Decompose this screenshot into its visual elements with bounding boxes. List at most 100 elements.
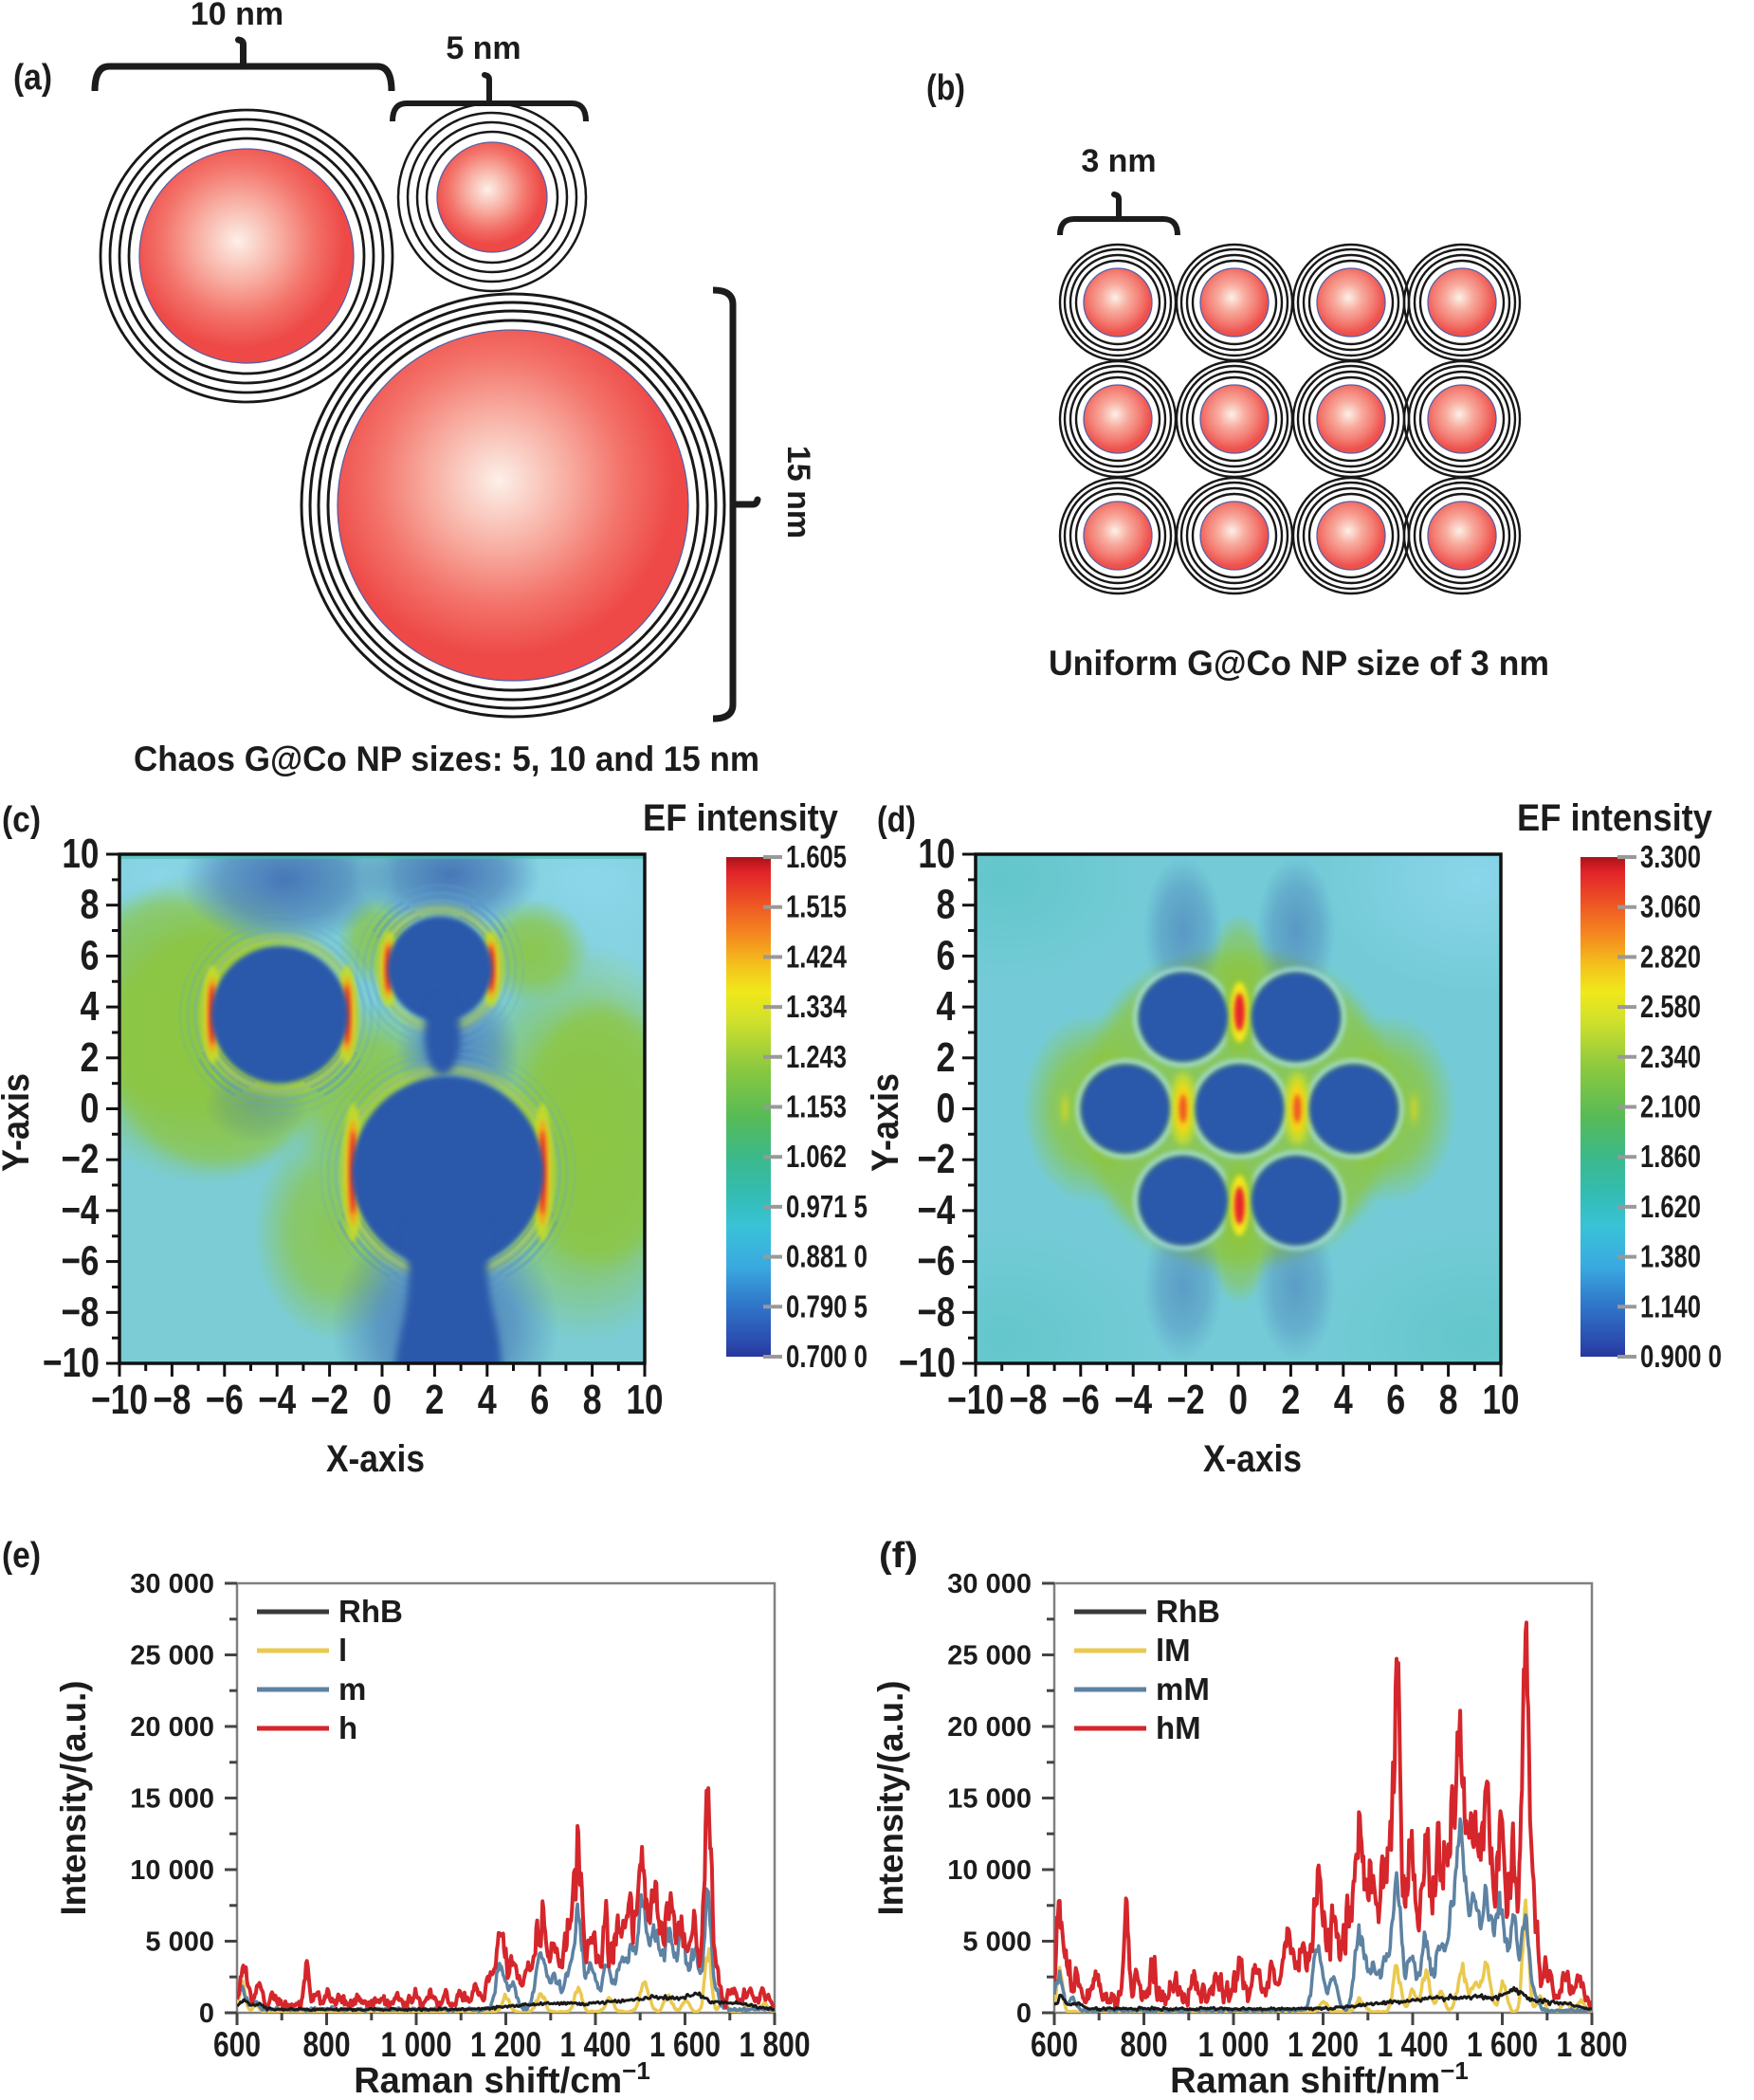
svg-text:0: 0 xyxy=(199,1999,214,2029)
svg-text:0: 0 xyxy=(936,1086,955,1132)
svg-text:(a): (a) xyxy=(13,58,52,98)
svg-text:Raman shift/cm−1: Raman shift/cm−1 xyxy=(354,2056,650,2095)
svg-text:lM: lM xyxy=(1156,1633,1191,1668)
svg-text:−2: −2 xyxy=(311,1377,349,1423)
svg-text:2.100: 2.100 xyxy=(1640,1089,1701,1124)
svg-text:10 nm: 10 nm xyxy=(191,0,283,32)
svg-text:8: 8 xyxy=(1439,1377,1458,1423)
svg-text:10: 10 xyxy=(627,1377,664,1423)
svg-text:1.140: 1.140 xyxy=(1640,1288,1701,1324)
svg-text:EF intensity: EF intensity xyxy=(643,797,839,839)
svg-text:25 000: 25 000 xyxy=(130,1641,214,1671)
svg-text:10: 10 xyxy=(62,831,99,877)
svg-text:−10: −10 xyxy=(43,1340,100,1386)
svg-text:Y-axis: Y-axis xyxy=(0,1073,37,1172)
svg-text:8: 8 xyxy=(583,1377,602,1423)
svg-text:0.790 5: 0.790 5 xyxy=(786,1288,868,1324)
svg-text:Intensity/(a.u.): Intensity/(a.u.) xyxy=(54,1681,93,1916)
svg-text:1 800: 1 800 xyxy=(1557,2025,1628,2064)
svg-text:4: 4 xyxy=(80,983,99,1030)
svg-text:(e): (e) xyxy=(2,1536,41,1576)
svg-text:−8: −8 xyxy=(61,1288,99,1335)
svg-text:0.700 0: 0.700 0 xyxy=(786,1339,868,1374)
svg-text:1.515: 1.515 xyxy=(786,889,847,924)
svg-text:600: 600 xyxy=(213,2025,261,2064)
svg-text:0.900 0: 0.900 0 xyxy=(1640,1339,1722,1374)
svg-text:X-axis: X-axis xyxy=(1203,1438,1302,1480)
svg-text:0: 0 xyxy=(373,1377,392,1423)
svg-text:1 000: 1 000 xyxy=(381,2025,452,2064)
svg-text:−2: −2 xyxy=(61,1136,99,1182)
svg-text:800: 800 xyxy=(303,2025,351,2064)
svg-text:X-axis: X-axis xyxy=(326,1438,425,1480)
svg-text:1.380: 1.380 xyxy=(1640,1239,1701,1274)
svg-text:−6: −6 xyxy=(1062,1377,1100,1423)
svg-text:−8: −8 xyxy=(153,1377,191,1423)
svg-text:1.153: 1.153 xyxy=(786,1089,847,1124)
svg-text:−8: −8 xyxy=(917,1288,955,1335)
svg-text:(b): (b) xyxy=(926,68,965,108)
svg-text:−8: −8 xyxy=(1009,1377,1047,1423)
svg-text:8: 8 xyxy=(80,882,99,928)
svg-text:2.340: 2.340 xyxy=(1640,1039,1701,1074)
svg-text:2: 2 xyxy=(425,1377,444,1423)
svg-text:l: l xyxy=(338,1633,347,1668)
svg-text:15 nm: 15 nm xyxy=(780,446,816,539)
svg-text:6: 6 xyxy=(936,932,955,978)
svg-text:−10: −10 xyxy=(91,1377,148,1423)
svg-text:15 000: 15 000 xyxy=(947,1784,1032,1815)
svg-text:10 000: 10 000 xyxy=(947,1855,1032,1886)
svg-text:1.620: 1.620 xyxy=(1640,1189,1701,1224)
svg-text:RhB: RhB xyxy=(1156,1594,1220,1629)
svg-text:2: 2 xyxy=(80,1034,99,1081)
svg-text:6: 6 xyxy=(80,932,99,978)
svg-text:1.860: 1.860 xyxy=(1640,1139,1701,1174)
svg-text:1 400: 1 400 xyxy=(1378,2025,1449,2064)
svg-text:6: 6 xyxy=(530,1377,549,1423)
svg-text:m: m xyxy=(338,1671,366,1707)
svg-text:−4: −4 xyxy=(1114,1377,1152,1423)
svg-text:3 nm: 3 nm xyxy=(1081,143,1156,179)
svg-text:Y-axis: Y-axis xyxy=(865,1073,906,1172)
svg-text:2: 2 xyxy=(1281,1377,1300,1423)
svg-text:−2: −2 xyxy=(1167,1377,1205,1423)
svg-text:−10: −10 xyxy=(899,1340,956,1386)
svg-text:5 000: 5 000 xyxy=(145,1927,214,1958)
svg-text:1 200: 1 200 xyxy=(1288,2025,1359,2064)
svg-text:−4: −4 xyxy=(917,1187,955,1233)
svg-text:1.605: 1.605 xyxy=(786,839,847,874)
svg-text:−10: −10 xyxy=(947,1377,1004,1423)
svg-text:0.971 5: 0.971 5 xyxy=(786,1189,868,1224)
svg-text:3.300: 3.300 xyxy=(1640,839,1701,874)
svg-text:3.060: 3.060 xyxy=(1640,889,1701,924)
svg-text:1.424: 1.424 xyxy=(786,939,847,974)
svg-text:1 600: 1 600 xyxy=(1467,2025,1538,2064)
svg-text:20 000: 20 000 xyxy=(947,1712,1032,1743)
svg-text:10 000: 10 000 xyxy=(130,1855,214,1886)
svg-text:600: 600 xyxy=(1031,2025,1078,2064)
svg-text:−4: −4 xyxy=(61,1187,99,1233)
svg-text:−6: −6 xyxy=(917,1238,955,1285)
svg-text:2.820: 2.820 xyxy=(1640,939,1701,974)
svg-text:Chaos G@Co NP sizes: 5, 10 and: Chaos G@Co NP sizes: 5, 10 and 15 nm xyxy=(134,740,759,778)
svg-text:10: 10 xyxy=(1483,1377,1520,1423)
svg-text:1.062: 1.062 xyxy=(786,1139,847,1174)
svg-text:(f): (f) xyxy=(879,1536,918,1576)
svg-text:4: 4 xyxy=(478,1377,497,1423)
svg-text:mM: mM xyxy=(1156,1671,1210,1707)
svg-text:1 000: 1 000 xyxy=(1198,2025,1270,2064)
svg-text:1 800: 1 800 xyxy=(740,2025,811,2064)
svg-text:8: 8 xyxy=(936,882,955,928)
svg-text:Intensity/(a.u.): Intensity/(a.u.) xyxy=(871,1681,910,1916)
svg-text:1 400: 1 400 xyxy=(560,2025,631,2064)
svg-text:6: 6 xyxy=(1386,1377,1405,1423)
svg-text:−6: −6 xyxy=(206,1377,244,1423)
svg-text:−4: −4 xyxy=(258,1377,296,1423)
svg-text:−6: −6 xyxy=(61,1238,99,1285)
svg-text:4: 4 xyxy=(936,983,955,1030)
svg-text:h: h xyxy=(338,1710,357,1745)
svg-text:(d): (d) xyxy=(877,800,916,840)
svg-text:20 000: 20 000 xyxy=(130,1712,214,1743)
svg-text:0.881 0: 0.881 0 xyxy=(786,1239,868,1274)
svg-text:2: 2 xyxy=(936,1034,955,1081)
